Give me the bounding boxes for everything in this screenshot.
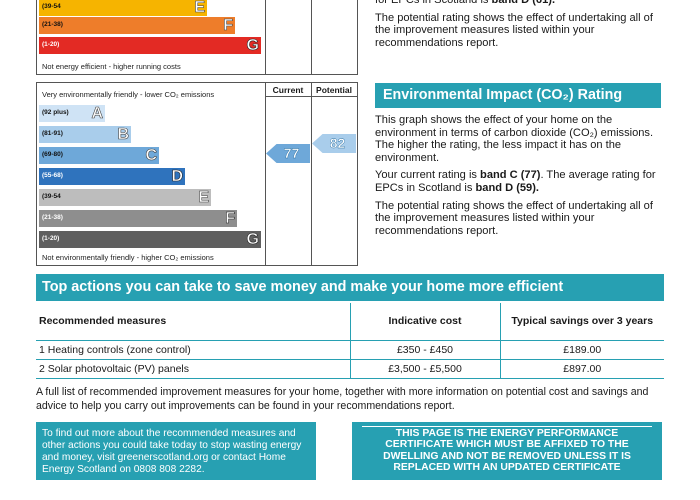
band-c: (69-80) C (39, 147, 159, 164)
energy-efficiency-chart: (39-54 E (21-38) F (1-20) G Not energy e… (36, 0, 358, 75)
chart-header: Very environmentally friendly - lower CO… (42, 90, 215, 99)
measure-cell: 2 Solar photovoltaic (PV) panels (36, 359, 350, 379)
band-a: (92 plus) A (39, 105, 105, 122)
column-header: Indicative cost (349, 303, 500, 341)
environmental-paragraph-1: This graph shows the effect of your home… (375, 114, 654, 164)
band-d: (55-68) D (39, 168, 185, 185)
table-row: 1 Heating controls (zone control) £350 -… (36, 340, 664, 360)
certificate-notice-text: THIS PAGE IS THE ENERGY PERFORMANCE CERT… (362, 426, 652, 474)
savings-cell: £189.00 (499, 340, 664, 360)
environmental-paragraph-3: The potential rating shows the effect of… (375, 199, 653, 237)
rating-fragment: for EPCs in Scotland is band D (61). (375, 0, 556, 6)
energy-efficiency-text: for EPCs in Scotland is band D (61). The… (375, 0, 665, 54)
band-e: (39-54 E (39, 189, 211, 206)
chart-footer: Not environmentally friendly - higher CO… (42, 253, 214, 262)
band-letter: A (91, 105, 103, 123)
environmental-impact-chart: Current Potential Very environmentally f… (36, 82, 358, 266)
chart-footer: Not energy efficient - higher running co… (42, 62, 181, 71)
band-letter: E (198, 189, 209, 207)
band-range: (39-54 (42, 3, 61, 10)
band-range: (69-80) (42, 151, 63, 158)
band-letter: F (223, 17, 233, 35)
certificate-notice-box: THIS PAGE IS THE ENERGY PERFORMANCE CERT… (352, 422, 662, 480)
band-g: (1-20) G (39, 231, 261, 248)
potential-paragraph: The potential rating shows the effect of… (375, 11, 653, 49)
current-column-header: Current (272, 85, 304, 95)
band-range: (39-54 (42, 193, 61, 200)
environmental-heading: Environmental Impact (CO₂) Rating (375, 83, 661, 108)
band-letter: E (194, 0, 205, 16)
band-range: (55-68) (42, 172, 63, 179)
band-range: (21-38) (42, 214, 63, 221)
band-f: (21-38) F (39, 17, 235, 34)
band-g: (1-20) G (39, 37, 261, 54)
column-header: Typical savings over 3 years (499, 303, 664, 341)
find-out-more-box: To find out more about the recommended m… (36, 422, 316, 480)
cost-cell: £3,500 - £5,500 (349, 359, 500, 379)
band-letter: D (171, 168, 183, 186)
band-range: (92 plus) (42, 109, 69, 116)
band-b: (81-91) B (39, 126, 131, 143)
band-e: (39-54 E (39, 0, 207, 16)
band-letter: C (145, 147, 157, 165)
environmental-text: This graph shows the effect of your home… (375, 114, 665, 242)
measure-cell: 1 Heating controls (zone control) (36, 340, 350, 360)
band-range: (1-20) (42, 235, 60, 242)
column-header: Recommended measures (36, 303, 350, 341)
band-letter: B (117, 126, 129, 144)
full-list-note: A full list of recommended improvement m… (36, 386, 649, 412)
band-letter: G (246, 231, 259, 249)
table-header-row: Recommended measures Indicative cost Typ… (36, 303, 664, 341)
environmental-paragraph-2: Your current rating is band C (77). The … (375, 169, 656, 194)
band-range: (1-20) (42, 41, 60, 48)
band-letter: F (225, 210, 235, 228)
top-actions-heading: Top actions you can take to save money a… (36, 274, 664, 301)
band-range: (81-91) (42, 130, 63, 137)
current-rating-arrow: 77 (266, 144, 310, 163)
savings-cell: £897.00 (499, 359, 664, 379)
cost-cell: £350 - £450 (349, 340, 500, 360)
band-f: (21-38) F (39, 210, 237, 227)
potential-rating-arrow: 82 (312, 134, 356, 153)
recommendations-table: Recommended measures Indicative cost Typ… (36, 303, 664, 379)
potential-column-header: Potential (316, 85, 352, 95)
band-letter: G (246, 37, 259, 55)
table-row: 2 Solar photovoltaic (PV) panels £3,500 … (36, 359, 664, 379)
band-range: (21-38) (42, 21, 63, 28)
